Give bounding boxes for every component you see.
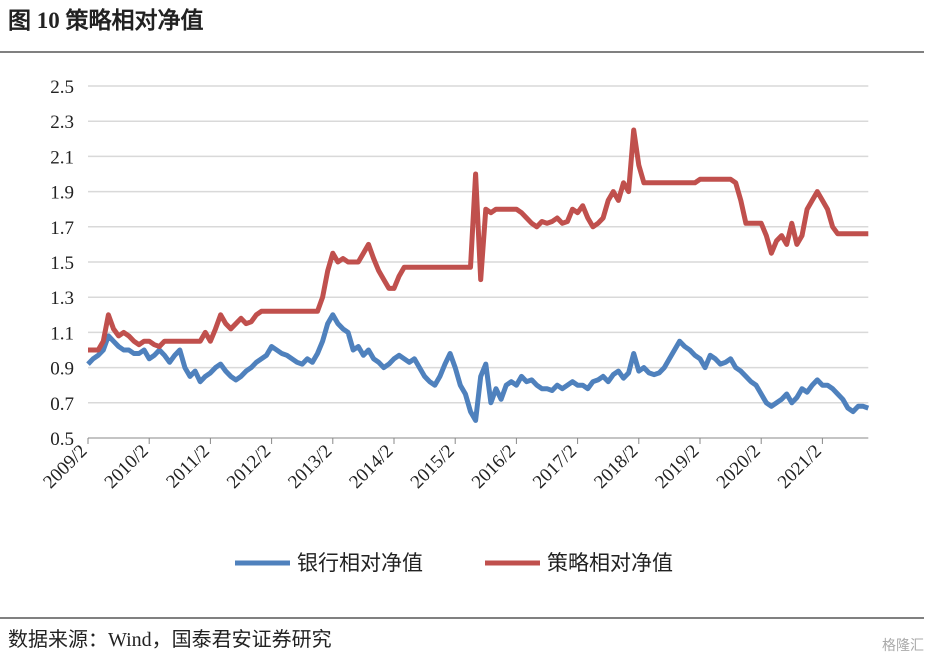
x-tick-label: 2014/2 (345, 441, 397, 493)
series-line (86, 312, 870, 423)
x-tick-label: 2017/2 (529, 441, 581, 493)
y-tick-label: 1.9 (50, 183, 74, 204)
x-tick-label: 2013/2 (284, 441, 336, 493)
x-tick-label: 2019/2 (651, 441, 703, 493)
y-tick-label: 2.1 (50, 147, 74, 168)
y-tick-label: 0.7 (50, 394, 74, 415)
source-note: 数据来源：Wind，国泰君安证券研究 (8, 628, 332, 651)
y-tick-label: 1.5 (50, 253, 74, 274)
x-tick-label: 2020/2 (713, 441, 765, 493)
watermark: 格隆汇 (882, 638, 924, 654)
series-line (88, 127, 869, 353)
y-tick-label: 2.5 (50, 77, 74, 98)
x-tick-label: 2021/2 (774, 441, 826, 493)
y-tick-label: 0.5 (50, 429, 74, 450)
y-tick-label: 1.3 (50, 288, 74, 309)
y-tick-label: 1.7 (50, 218, 74, 239)
y-tick-label: 1.1 (50, 323, 74, 344)
x-tick-label: 2010/2 (101, 441, 153, 493)
y-tick-label: 0.9 (50, 359, 74, 380)
x-tick-label: 2018/2 (590, 441, 642, 493)
x-tick-label: 2016/2 (468, 441, 520, 493)
legend-label: 策略相对净值 (547, 551, 673, 575)
legend-label: 银行相对净值 (297, 551, 423, 575)
figure-title: 图 10 策略相对净值 (8, 7, 204, 33)
x-tick-label: 2011/2 (162, 441, 214, 493)
x-tick-label: 2015/2 (407, 441, 459, 493)
y-tick-label: 2.3 (50, 112, 74, 133)
x-tick-label: 2012/2 (223, 441, 275, 493)
